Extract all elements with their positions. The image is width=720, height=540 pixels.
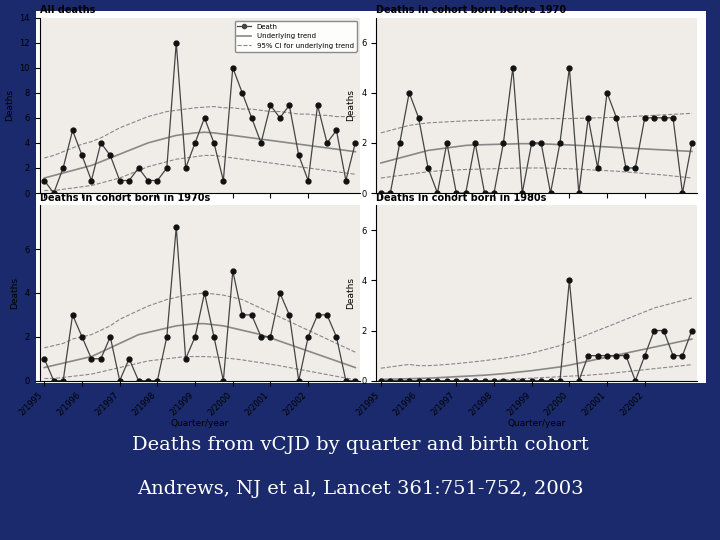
Y-axis label: Deaths: Deaths [5, 89, 14, 122]
X-axis label: Quarter/year: Quarter/year [508, 419, 565, 428]
Text: Deaths from vCJD by quarter and birth cohort: Deaths from vCJD by quarter and birth co… [132, 436, 588, 455]
Y-axis label: Deaths: Deaths [346, 277, 356, 309]
Text: Deaths in cohort born in 1970s: Deaths in cohort born in 1970s [40, 193, 210, 203]
Y-axis label: Deaths: Deaths [10, 277, 19, 309]
Y-axis label: Deaths: Deaths [346, 89, 356, 122]
Text: Deaths in cohort born in 1980s: Deaths in cohort born in 1980s [376, 193, 546, 203]
Text: All deaths: All deaths [40, 5, 95, 15]
Text: Deaths in cohort born before 1970: Deaths in cohort born before 1970 [376, 5, 567, 15]
Text: Andrews, NJ et al, Lancet 361:751-752, 2003: Andrews, NJ et al, Lancet 361:751-752, 2… [137, 480, 583, 498]
X-axis label: Quarter/year: Quarter/year [171, 419, 229, 428]
Legend: Death, Underlying trend, 95% CI for underlying trend: Death, Underlying trend, 95% CI for unde… [235, 21, 356, 51]
